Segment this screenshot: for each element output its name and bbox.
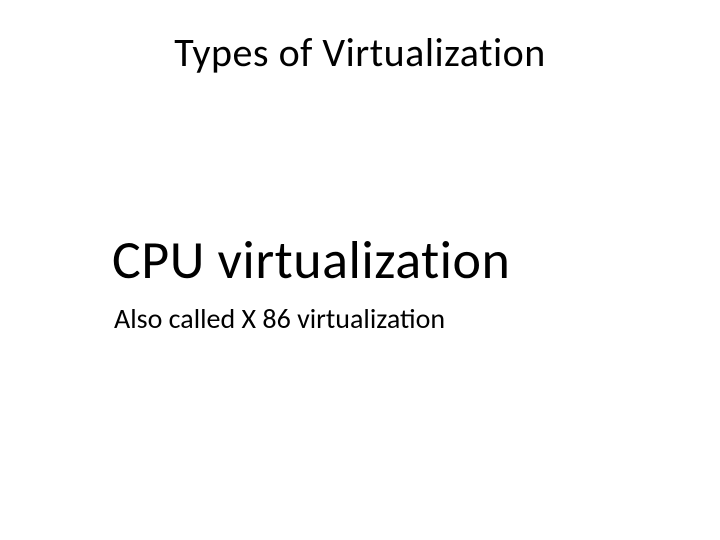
- slide-content: CPU virtualization Also called X 86 virt…: [60, 227, 660, 336]
- slide-container: Types of Virtualization CPU virtualizati…: [0, 0, 720, 540]
- slide-title: Types of Virtualization: [60, 28, 660, 77]
- main-heading: CPU virtualization: [112, 227, 660, 293]
- sub-text: Also called X 86 virtualization: [112, 301, 660, 336]
